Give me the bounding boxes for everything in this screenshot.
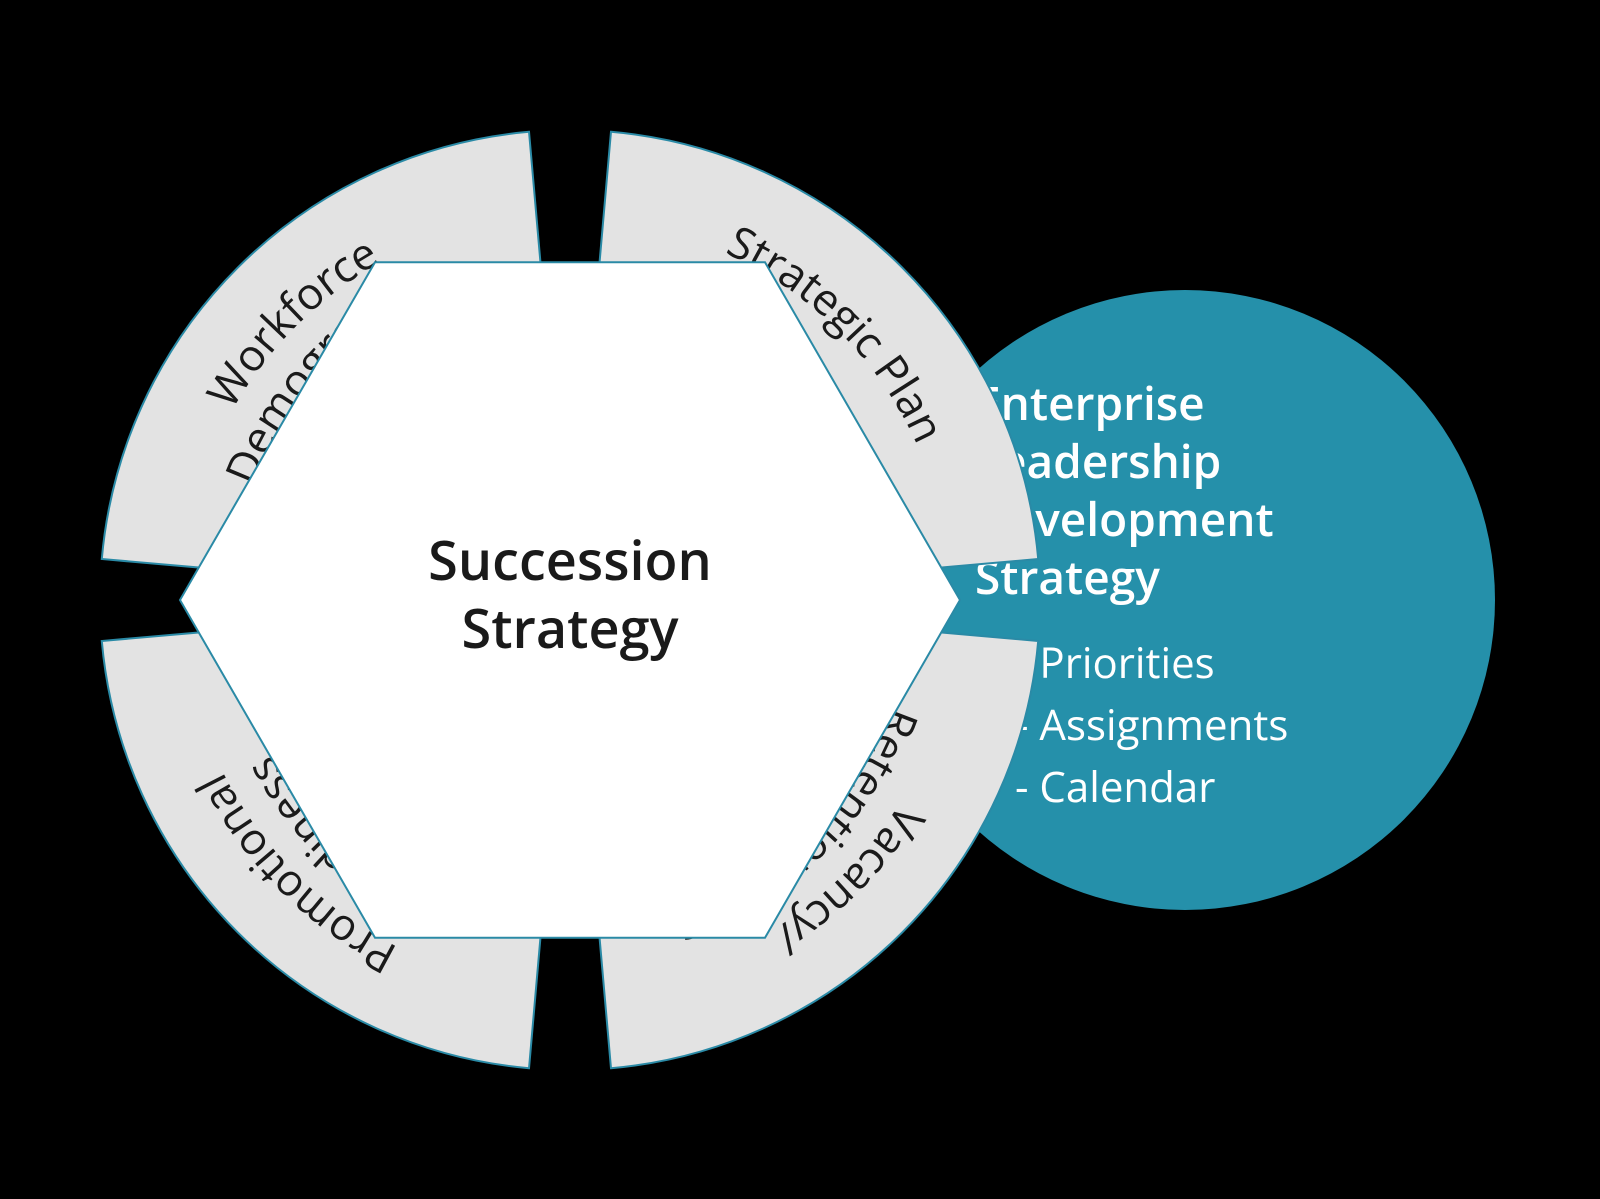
output-item-1: - Assignments bbox=[1015, 696, 1288, 753]
center-label-line2: Strategy bbox=[462, 590, 679, 664]
output-title-line1: Enterprise bbox=[975, 372, 1205, 434]
output-item-2: - Calendar bbox=[1015, 758, 1215, 815]
output-item-0: - Priorities bbox=[1015, 634, 1215, 691]
succession-strategy-diagram: Enterprise Leadership Development Strate… bbox=[0, 0, 1600, 1199]
center-label-line1: Succession bbox=[428, 522, 712, 596]
